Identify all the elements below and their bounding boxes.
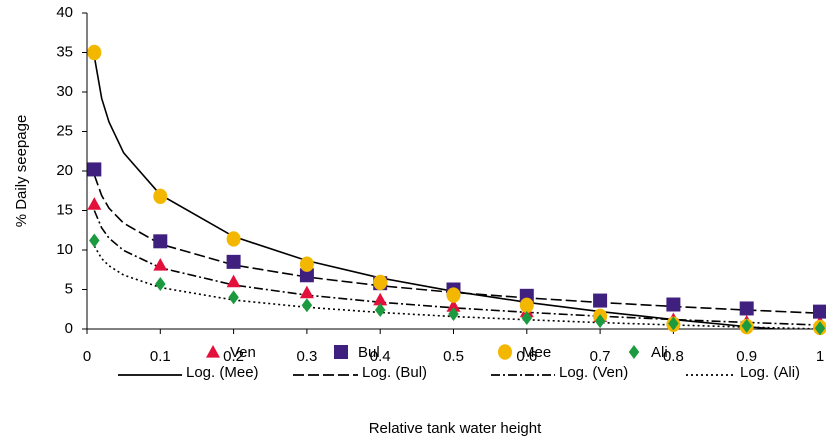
point [299, 285, 314, 299]
y-tick-label: 10 [56, 241, 73, 258]
x-tick-label: 0.8 [663, 348, 684, 365]
y-tick-label: 5 [65, 280, 73, 297]
legend-marker [334, 345, 348, 359]
y-tick-label: 0 [65, 320, 73, 337]
legend-marker [498, 344, 512, 360]
point [87, 162, 102, 177]
point [446, 287, 461, 303]
y-tick-label: 40 [56, 4, 73, 21]
point [373, 274, 388, 291]
y-tick-label: 35 [56, 43, 73, 60]
point [153, 258, 168, 271]
point [741, 318, 752, 333]
legend-label: Log. (Ali) [740, 364, 800, 381]
point [226, 254, 241, 269]
point [593, 293, 608, 308]
point [668, 316, 679, 331]
x-axis-label: Relative tank water height [369, 420, 542, 437]
y-tick-label: 25 [56, 122, 73, 139]
point [87, 197, 102, 210]
point [521, 310, 533, 325]
point [226, 274, 241, 288]
point [87, 44, 102, 61]
point [813, 304, 826, 319]
x-tick-label: 0.7 [590, 348, 611, 365]
x-tick-label: 0.4 [370, 348, 391, 365]
x-tick-label: 0 [83, 348, 91, 365]
point [739, 301, 754, 316]
x-tick-label: 0.1 [150, 348, 171, 365]
point [301, 298, 313, 313]
legend-label: Bul [358, 344, 380, 361]
x-tick-label: 1 [816, 348, 824, 365]
point [519, 297, 534, 313]
point [299, 268, 314, 283]
legend-label: Log. (Ven) [559, 364, 628, 381]
trendline [93, 210, 821, 326]
point [153, 234, 168, 249]
x-tick-label: 0.3 [296, 348, 317, 365]
point [814, 321, 826, 336]
legend-marker [628, 345, 640, 359]
legend-label: Mee [522, 344, 551, 361]
trendline [93, 245, 821, 329]
point [594, 314, 606, 329]
legend-label: Log. (Mee) [186, 364, 259, 381]
legend-label: Log. (Bul) [362, 364, 427, 381]
legend-marker [206, 345, 220, 358]
point [226, 231, 241, 247]
x-tick-label: 0.2 [223, 348, 244, 365]
trendline [93, 174, 821, 314]
x-tick-label: 0.9 [736, 348, 757, 365]
x-tick-label: 0.5 [443, 348, 464, 365]
y-tick-label: 15 [56, 201, 73, 218]
point [228, 290, 239, 305]
point [89, 233, 100, 248]
point [299, 256, 314, 272]
legend-label: Ven [230, 344, 256, 361]
legend-label: Ali [651, 344, 668, 361]
x-tick-label: 0.6 [516, 348, 537, 365]
point [374, 303, 386, 318]
point [446, 299, 461, 312]
point [153, 188, 168, 204]
y-tick-label: 30 [56, 83, 73, 100]
point [373, 292, 388, 306]
trendlines [93, 56, 821, 329]
point [448, 306, 459, 321]
y-tick-label: 20 [56, 162, 73, 179]
point [155, 276, 166, 291]
point [666, 297, 681, 312]
y-axis-label: % Daily seepage [13, 115, 30, 228]
